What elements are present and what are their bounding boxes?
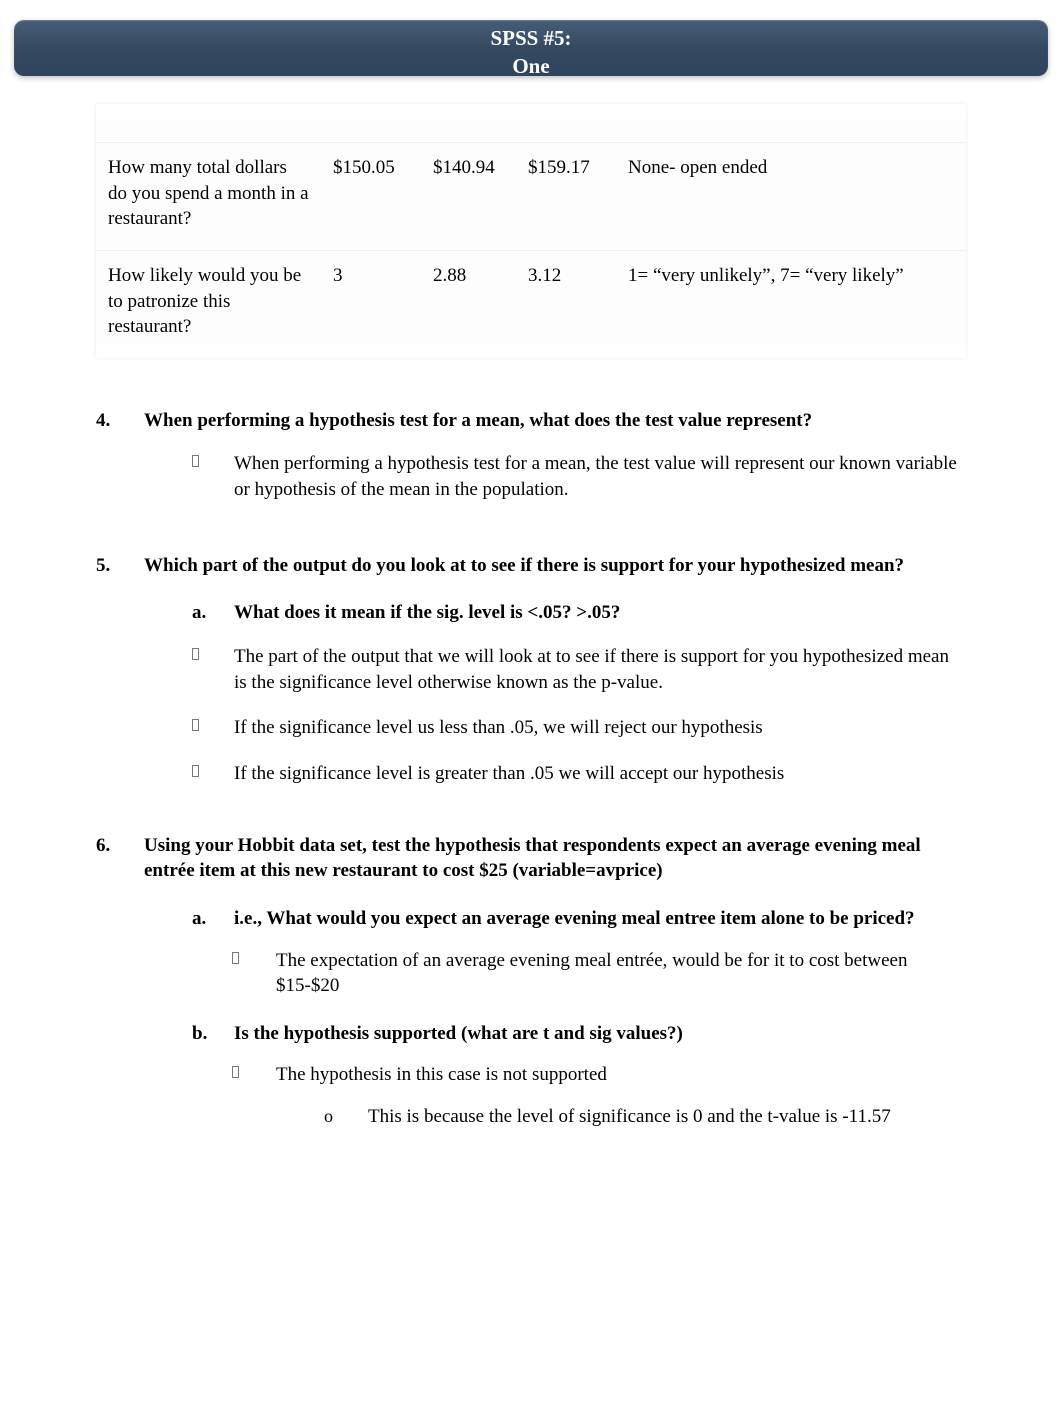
data-table-wrap: How many total dollars do you spend a mo… xyxy=(96,104,966,358)
question-4: 4. When performing a hypothesis test for… xyxy=(96,408,966,523)
table-cell-value: 3 xyxy=(321,250,421,357)
table-cell-question: How many total dollars do you spend a mo… xyxy=(96,143,321,251)
circle-bullet-icon: o xyxy=(324,1104,368,1130)
sub-item-label: a. xyxy=(192,906,234,932)
question-prompt: When performing a hypothesis test for a … xyxy=(144,408,966,434)
sub-list-item-text: This is because the level of significanc… xyxy=(368,1104,966,1130)
question-body: When performing a hypothesis test for a … xyxy=(144,408,966,523)
list-item-text: The part of the output that we will look… xyxy=(234,644,966,695)
question-number: 6. xyxy=(96,833,144,1150)
sub-item-b: b. Is the hypothesis supported (what are… xyxy=(192,1021,966,1047)
list-item-text: If the significance level is greater tha… xyxy=(234,761,966,787)
list-item-text: If the significance level us less than .… xyxy=(234,715,966,741)
bullet-icon xyxy=(232,948,276,999)
bullet-icon xyxy=(192,761,234,787)
list-item: If the significance level is greater tha… xyxy=(192,761,966,787)
list-item: If the significance level us less than .… xyxy=(192,715,966,741)
sub-item-label: b. xyxy=(192,1021,234,1047)
page: SPSS #5: One How many total dollars do y… xyxy=(0,20,1062,1256)
page-banner: SPSS #5: One xyxy=(14,20,1048,76)
bullet-icon xyxy=(232,1062,276,1129)
sub-list-item: o This is because the level of significa… xyxy=(324,1104,966,1130)
list-item: When performing a hypothesis test for a … xyxy=(192,451,966,502)
table-cell-value: $140.94 xyxy=(421,143,516,251)
table-cell-scale: None- open ended xyxy=(616,143,966,251)
question-prompt: Using your Hobbit data set, test the hyp… xyxy=(144,833,966,884)
table-header-spacer xyxy=(96,105,966,143)
question-body: Using your Hobbit data set, test the hyp… xyxy=(144,833,966,1150)
question-body: Which part of the output do you look at … xyxy=(144,553,966,807)
table-cell-scale: 1= “very unlikely”, 7= “very likely” xyxy=(616,250,966,357)
bullet-icon xyxy=(192,644,234,695)
list-item-line: The hypothesis in this case is not suppo… xyxy=(276,1064,607,1085)
sub-item-text: Is the hypothesis supported (what are t … xyxy=(234,1021,966,1047)
bullet-icon xyxy=(192,715,234,741)
sub-item-label: a. xyxy=(192,600,234,626)
question-number: 4. xyxy=(96,408,144,523)
table-cell-value: $150.05 xyxy=(321,143,421,251)
question-5: 5. Which part of the output do you look … xyxy=(96,553,966,807)
table-cell-value: 2.88 xyxy=(421,250,516,357)
sub-item-text: What does it mean if the sig. level is <… xyxy=(234,600,966,626)
list-item-text: When performing a hypothesis test for a … xyxy=(234,451,966,502)
table-cell-value: $159.17 xyxy=(516,143,616,251)
banner-line-1: SPSS #5: xyxy=(490,26,571,50)
question-number: 5. xyxy=(96,553,144,807)
list-item: The hypothesis in this case is not suppo… xyxy=(232,1062,966,1129)
content-body: 4. When performing a hypothesis test for… xyxy=(96,408,966,1150)
sub-item-text: i.e., What would you expect an average e… xyxy=(234,906,966,932)
sub-item-a: a. i.e., What would you expect an averag… xyxy=(192,906,966,932)
table-row: How likely would you be to patronize thi… xyxy=(96,250,966,357)
question-6: 6. Using your Hobbit data set, test the … xyxy=(96,833,966,1150)
table-cell-value: 3.12 xyxy=(516,250,616,357)
data-table: How many total dollars do you spend a mo… xyxy=(96,104,966,358)
table-row: How many total dollars do you spend a mo… xyxy=(96,143,966,251)
list-item-text: The expectation of an average evening me… xyxy=(276,948,966,999)
list-item-text: The hypothesis in this case is not suppo… xyxy=(276,1062,966,1129)
list-item: The part of the output that we will look… xyxy=(192,644,966,695)
sub-item-a: a. What does it mean if the sig. level i… xyxy=(192,600,966,626)
list-item: The expectation of an average evening me… xyxy=(232,948,966,999)
bullet-icon xyxy=(192,451,234,502)
banner-line-2: One xyxy=(14,52,1048,76)
table-cell-question: How likely would you be to patronize thi… xyxy=(96,250,321,357)
question-prompt: Which part of the output do you look at … xyxy=(144,553,966,579)
